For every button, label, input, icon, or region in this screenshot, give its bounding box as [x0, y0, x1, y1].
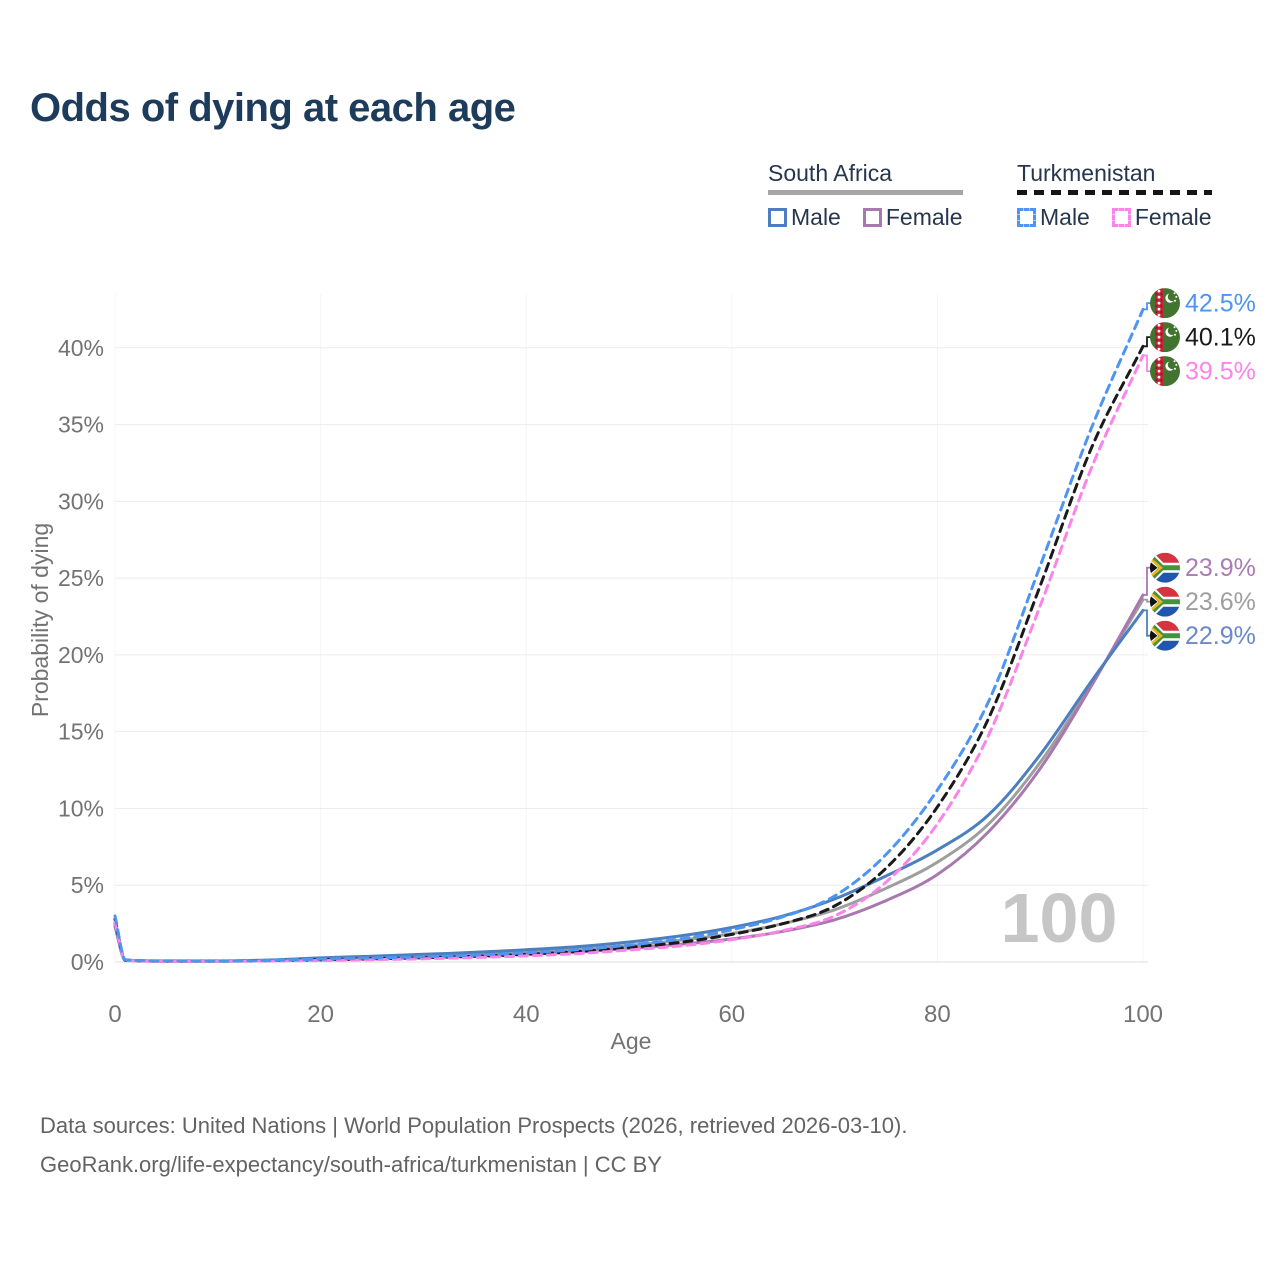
south-africa-female-swatch-icon — [862, 208, 882, 227]
page-title: Odds of dying at each age — [30, 86, 516, 130]
legend-items-south-africa: Male Female — [768, 204, 963, 231]
turkmenistan-flag-icon — [1150, 322, 1180, 352]
end-label-connector — [1143, 598, 1151, 603]
legend-group-south-africa: South Africa Male Female — [768, 160, 963, 231]
legend-item-label: Female — [885, 204, 963, 230]
series-line-tm-both[interactable] — [113, 344, 1145, 963]
x-axis-tick-label: 80 — [924, 1001, 951, 1028]
series-line-tm-female[interactable] — [113, 354, 1145, 963]
turkmenistan-flag-icon — [1150, 288, 1180, 318]
series-line-za-both[interactable] — [113, 598, 1145, 963]
end-label-connector — [1143, 609, 1151, 637]
end-value-label-za-male: 22.9% — [1185, 622, 1256, 650]
y-axis-title: Probability of dying — [27, 523, 53, 717]
end-value-label-za-both: 23.6% — [1185, 588, 1256, 616]
x-axis-tick-label: 20 — [307, 1001, 334, 1028]
y-axis-tick-label: 0% — [71, 949, 104, 975]
y-axis-tick-label: 20% — [58, 642, 104, 668]
y-axis-tick-label: 25% — [58, 565, 104, 591]
x-axis-title: Age — [611, 1028, 652, 1054]
end-value-label-tm-male: 42.5% — [1185, 290, 1256, 318]
south-africa-flag-icon — [1147, 587, 1182, 617]
legend-item-south-africa-female[interactable]: Female — [862, 204, 963, 231]
legend-country-label: Turkmenistan — [1017, 160, 1156, 186]
legend-item-label: Female — [1134, 204, 1212, 230]
legend-item-label: Male — [791, 204, 841, 230]
y-axis-tick-label: 10% — [58, 795, 104, 821]
legend-line-swatch-south-africa — [768, 190, 963, 195]
legend-country-turkmenistan: Turkmenistan — [1017, 160, 1212, 195]
chart-end-labels: 23.9% 23.6% 22.9% 42.5% 40.1% 39.5% — [1143, 288, 1256, 651]
y-axis-tick-label: 40% — [58, 335, 104, 361]
legend-group-turkmenistan: Turkmenistan Male Female — [1017, 160, 1212, 231]
x-axis-tick-label: 60 — [718, 1001, 745, 1028]
y-axis-tick-label: 30% — [58, 488, 104, 514]
legend-item-label: Male — [1040, 204, 1090, 230]
x-axis-tick-label: 40 — [513, 1001, 540, 1028]
chart-axes: 0% 5% 10% 15% 20% 25% 30% 35% 40% 0 20 40 60 80 100 Age… — [27, 335, 1163, 1054]
end-label-connector — [1143, 566, 1151, 596]
turkmenistan-flag-icon — [1150, 356, 1180, 386]
end-value-label-tm-female: 39.5% — [1185, 358, 1256, 386]
legend-item-south-africa-male[interactable]: Male — [768, 204, 841, 231]
end-value-label-tm-both: 40.1% — [1185, 324, 1256, 352]
chart-gridlines — [114, 294, 1148, 963]
chart-series[interactable] — [113, 307, 1145, 963]
y-axis-tick-label: 15% — [58, 719, 104, 745]
end-label-connector — [1143, 302, 1151, 311]
south-africa-flag-icon — [1147, 553, 1182, 583]
legend-item-turkmenistan-male[interactable]: Male — [1017, 204, 1090, 231]
end-label-connector — [1143, 354, 1151, 372]
y-axis-tick-label: 5% — [71, 872, 104, 898]
south-africa-flag-icon — [1147, 621, 1182, 651]
attribution-text: GeoRank.org/life-expectancy/south-africa… — [40, 1152, 662, 1177]
chart-watermark: 100 — [1001, 879, 1118, 957]
turkmenistan-male-swatch-icon — [1017, 208, 1036, 227]
age-watermark: 100 — [1001, 879, 1118, 957]
legend-line-swatch-turkmenistan — [1017, 190, 1212, 195]
legend-items-turkmenistan: Male Female — [1017, 204, 1212, 231]
series-line-tm-male[interactable] — [113, 307, 1145, 963]
data-sources-text: Data sources: United Nations | World Pop… — [40, 1113, 908, 1138]
south-africa-male-swatch-icon — [768, 208, 787, 227]
legend-item-turkmenistan-female[interactable]: Female — [1111, 204, 1212, 231]
turkmenistan-female-swatch-icon — [1111, 208, 1131, 227]
x-axis-tick-label: 100 — [1123, 1001, 1163, 1028]
footer: Data sources: United Nations | World Pop… — [40, 1106, 907, 1184]
series-line-za-female[interactable] — [113, 593, 1145, 963]
series-line-za-male[interactable] — [113, 608, 1145, 963]
legend-country-label: South Africa — [768, 160, 893, 186]
x-axis-tick-label: 0 — [108, 1001, 121, 1028]
y-axis-tick-label: 35% — [58, 412, 104, 438]
end-label-connector — [1143, 336, 1151, 348]
legend-country-south-africa: South Africa — [768, 160, 963, 195]
end-value-label-za-female: 23.9% — [1185, 554, 1256, 582]
